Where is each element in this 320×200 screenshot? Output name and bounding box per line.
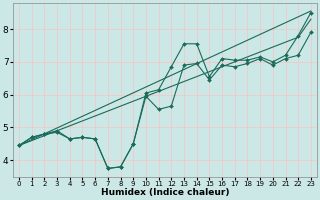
X-axis label: Humidex (Indice chaleur): Humidex (Indice chaleur) xyxy=(101,188,229,197)
